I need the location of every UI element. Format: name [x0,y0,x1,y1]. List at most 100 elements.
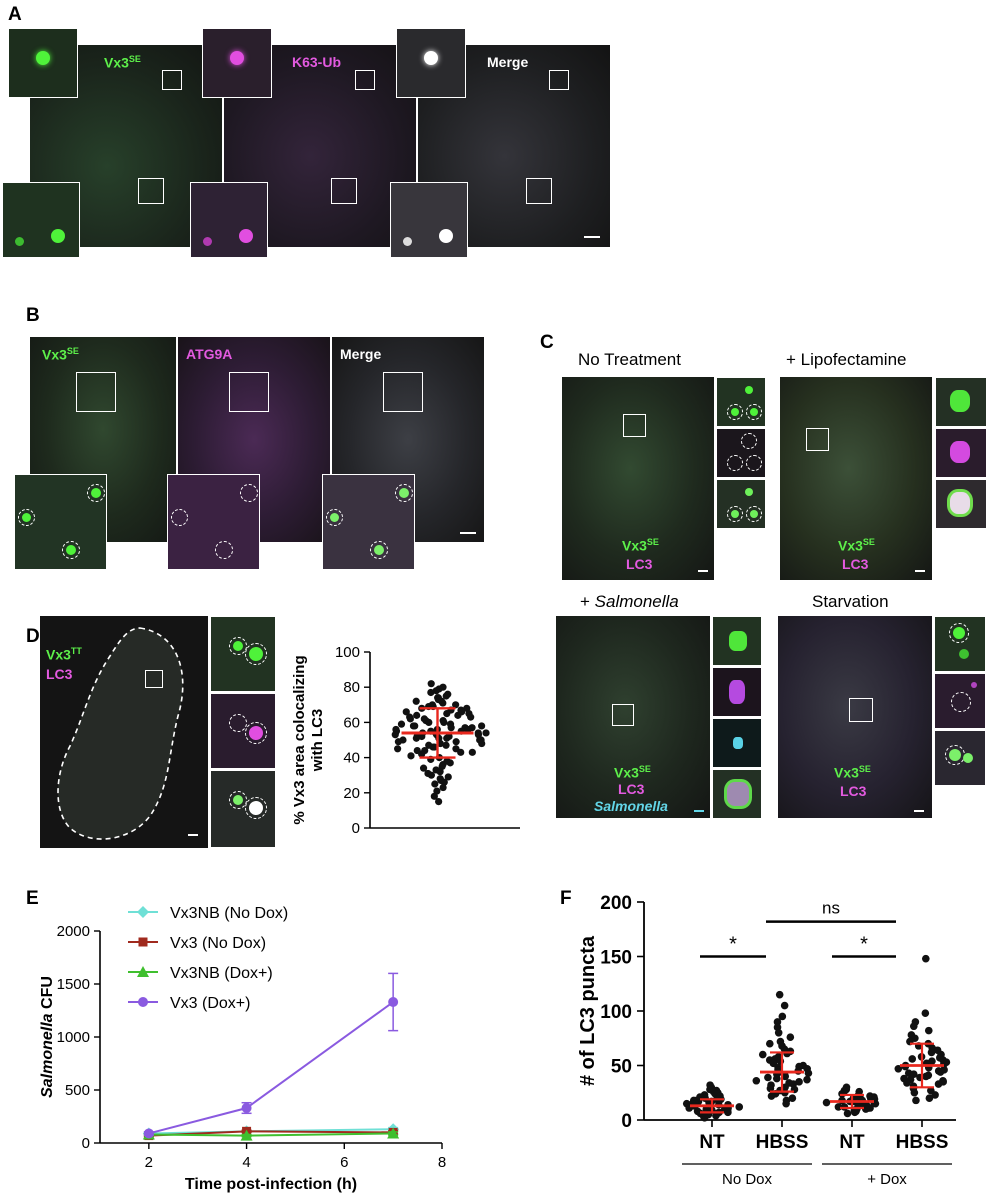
significance-label: * [729,934,737,956]
data-point [921,1009,930,1017]
data-point [780,1001,789,1010]
panel-c-roi-box [623,414,646,437]
panel-d-cell-image [40,616,208,848]
y-tick-label: 100 [335,644,360,661]
data-point [850,1108,859,1117]
panel-a-roi-box [526,178,552,204]
panel-b-channel-1-label: Vx3SE [42,346,79,363]
panel-c-starvation-inset-2 [934,673,986,729]
data-point [425,718,433,726]
panel-a-roi-box [162,70,182,90]
data-point [764,1073,772,1082]
panel-c-label: C [540,332,554,353]
data-point [921,954,930,963]
data-point [778,1012,787,1021]
panel-c-scale-bar [698,570,708,572]
y-tick-label: 200 [600,893,632,914]
panel-a-roi-box [138,178,164,204]
panel-c-no-treatment-inset-2 [716,428,766,478]
data-point [418,732,426,741]
data-point [700,1114,709,1122]
legend-marker [137,966,149,977]
panel-c-salmonella-inset-1 [712,616,762,666]
legend-marker [138,997,148,1007]
data-point [444,773,452,781]
data-point [464,725,472,734]
panel-b-roi-box [229,372,269,412]
data-point [752,1076,761,1085]
data-point [478,739,486,748]
panel-c-roi-box [806,428,829,451]
data-point [934,1080,943,1088]
data-point [397,720,406,728]
data-point [427,688,435,697]
data-point [240,1129,253,1141]
data-point [394,738,403,746]
data-point [387,1127,400,1139]
panel-c-stain1-label: Vx3SE [834,764,871,781]
y-axis-label-group: % Vx3 area colocalizing with LC3 [291,655,326,824]
data-point [435,798,443,806]
data-point [241,1103,252,1114]
data-point [388,997,399,1008]
data-point [922,1072,930,1081]
panel-b-roi-box [76,372,116,412]
legend-label: Vx3NB (Dox+) [170,965,273,982]
panel-c-stain2-label: LC3 [840,783,867,799]
panel-c-lipofectamine-image [780,377,932,580]
panel-c-no-treatment-inset-1 [716,377,766,427]
x-tick-label: NT [839,1132,865,1153]
panel-d-inset-3 [210,770,276,848]
panel-b-roi-box [383,372,423,412]
panel-b-inset-2 [167,474,260,570]
panel-c-starvation-inset-3 [934,730,986,786]
panel-b-inset-1 [14,474,107,570]
group-label: + Dox [867,1171,907,1188]
panel-a-channel-2-label: K63-Ub [292,54,342,70]
panel-a-inset-bottom-3 [390,182,468,258]
panel-a-label: A [8,4,22,25]
panel-e-line-chart: 0 500 1000 1500 2000 2 4 6 8 Time post-infection … [39,905,446,1193]
panel-a-inset-top-2 [202,28,272,98]
panel-a-scale-bar [584,236,600,238]
panel-c-scale-bar [694,810,704,812]
x-tick-label: 8 [438,1154,446,1171]
data-point [927,1048,936,1057]
significance-label: * [860,934,868,956]
panel-c-stain2-label: LC3 [842,556,869,572]
panel-c-title-starvation: Starvation [812,592,889,611]
panel-c-roi-box [849,698,873,722]
y-tick-label: 1000 [57,1029,90,1046]
y-tick-label: 150 [600,948,632,969]
x-tick-label: 2 [145,1154,153,1171]
x-tick-label: 4 [242,1154,250,1171]
data-point [925,1094,934,1102]
panel-d-stain2-label: LC3 [46,666,73,682]
panel-c-salmonella-inset-2 [712,667,762,717]
legend-marker [138,937,148,947]
data-point [442,741,450,749]
x-tick-label: NT [699,1132,725,1153]
y-axis-label: # of LC3 puncta [577,935,599,1086]
y-tick-label: 0 [82,1135,90,1152]
data-point [786,1033,795,1041]
panel-c-title-salmonella: + Salmonella [580,592,679,611]
data-point [391,731,399,739]
data-point [411,722,419,730]
x-tick-label: 6 [340,1154,348,1171]
panel-c-starvation-inset-1 [934,616,986,672]
panel-a-inset-bottom-1 [2,182,80,258]
data-point [402,708,410,716]
data-point [413,711,421,719]
panel-d-scatter-chart: 0 20 40 60 80 100 % Vx3 area colocalizing with … [291,644,520,837]
data-point [782,1099,790,1108]
panel-d-label: D [26,626,40,647]
panel-f-scatter-chart: 0 50 100 150 200# of LC3 puncta NT HBSS NT HBSS N… [577,893,956,1188]
data-point [430,743,439,751]
panel-f-label: F [560,888,572,909]
data-point [482,729,490,737]
data-point [924,1026,933,1035]
data-point [452,738,460,746]
panel-c-scale-bar [915,570,925,572]
legend-marker [137,906,149,918]
